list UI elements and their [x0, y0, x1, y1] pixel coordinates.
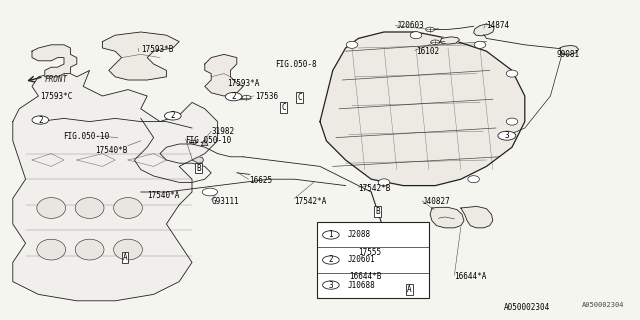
Text: 99081: 99081 [557, 50, 580, 59]
Text: 17542*A: 17542*A [294, 197, 327, 206]
Circle shape [323, 281, 339, 289]
Text: C: C [281, 103, 286, 112]
Text: 17536: 17536 [255, 92, 278, 100]
Text: 1: 1 [328, 230, 333, 239]
Text: A050002304: A050002304 [504, 303, 550, 312]
Circle shape [431, 40, 440, 44]
Text: FIG.050-10: FIG.050-10 [186, 136, 232, 145]
Ellipse shape [474, 41, 486, 48]
Text: C: C [297, 93, 302, 102]
Text: 3: 3 [504, 131, 509, 140]
Circle shape [323, 231, 339, 239]
Polygon shape [461, 206, 493, 228]
Polygon shape [192, 157, 204, 163]
Ellipse shape [346, 41, 358, 48]
Polygon shape [440, 37, 460, 44]
Circle shape [426, 27, 435, 32]
Polygon shape [32, 45, 77, 77]
Ellipse shape [37, 239, 65, 260]
Circle shape [202, 188, 218, 196]
Text: FIG.050-10: FIG.050-10 [63, 132, 109, 140]
Text: 2: 2 [170, 111, 175, 120]
Text: 14874: 14874 [486, 21, 509, 30]
Circle shape [498, 131, 516, 140]
Polygon shape [474, 24, 494, 36]
Text: 17555: 17555 [358, 248, 381, 257]
Circle shape [164, 112, 181, 120]
Circle shape [323, 256, 339, 264]
Text: 2: 2 [328, 255, 333, 265]
Ellipse shape [76, 198, 104, 219]
Ellipse shape [410, 32, 422, 39]
Text: J20603: J20603 [397, 21, 424, 30]
Polygon shape [102, 32, 179, 80]
Ellipse shape [114, 198, 143, 219]
Polygon shape [430, 207, 464, 228]
Text: J10688: J10688 [348, 281, 375, 290]
Ellipse shape [378, 179, 390, 186]
Text: A: A [407, 285, 412, 294]
Text: FRONT: FRONT [45, 75, 68, 84]
Polygon shape [205, 54, 243, 96]
Text: 17593*B: 17593*B [141, 45, 173, 54]
Ellipse shape [114, 239, 143, 260]
Ellipse shape [76, 239, 104, 260]
Text: B: B [375, 207, 380, 216]
Polygon shape [365, 262, 392, 273]
Text: G93111: G93111 [211, 197, 239, 206]
Text: 17593*C: 17593*C [40, 92, 73, 100]
Circle shape [32, 116, 49, 124]
Polygon shape [320, 32, 525, 186]
Polygon shape [13, 70, 218, 301]
Polygon shape [560, 45, 579, 55]
Ellipse shape [37, 198, 65, 219]
Text: 17542*B: 17542*B [358, 184, 391, 193]
Text: J2088: J2088 [348, 230, 371, 239]
Text: 31982: 31982 [211, 127, 234, 136]
Text: 2: 2 [231, 92, 236, 101]
Text: A: A [122, 253, 127, 262]
Text: 3: 3 [328, 281, 333, 290]
Text: 16625: 16625 [250, 176, 273, 185]
Text: 16644*A: 16644*A [454, 272, 487, 281]
Text: 17540*A: 17540*A [147, 191, 180, 200]
Circle shape [225, 92, 242, 101]
Text: J20601: J20601 [348, 255, 375, 265]
Circle shape [189, 140, 197, 144]
Text: J40827: J40827 [422, 197, 450, 206]
Text: B: B [196, 164, 201, 172]
Text: FIG.050-8: FIG.050-8 [275, 60, 317, 68]
Text: 16102: 16102 [416, 47, 439, 56]
Text: A050002304: A050002304 [582, 302, 624, 308]
Ellipse shape [468, 176, 479, 183]
Text: 17540*B: 17540*B [95, 146, 127, 155]
Text: 2: 2 [38, 116, 43, 124]
Circle shape [242, 95, 251, 100]
Ellipse shape [506, 70, 518, 77]
Ellipse shape [506, 118, 518, 125]
Text: 16644*B: 16644*B [349, 272, 381, 281]
Text: 17593*A: 17593*A [227, 79, 260, 88]
Bar [317, 222, 429, 298]
